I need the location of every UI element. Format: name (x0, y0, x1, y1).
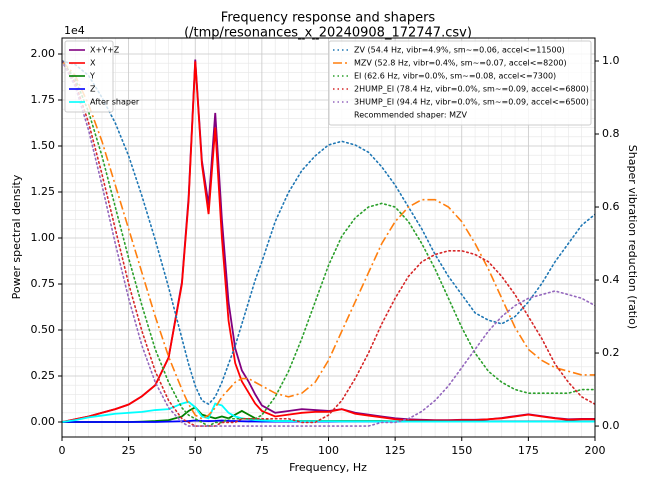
legend-box (328, 40, 592, 126)
legend-label: ZV (54.4 Hz, vibr=4.9%, sm~=0.06, accel<… (354, 46, 565, 55)
y-offset-label: 1e4 (64, 24, 85, 37)
plot-frame (61, 37, 596, 438)
x-tick-label: 25 (122, 444, 136, 457)
series-line (62, 60, 595, 427)
legend-label: 3HUMP_EI (94.4 Hz, vibr=0.0%, sm~=0.09, … (354, 98, 589, 107)
y2-tick-label: 0.8 (602, 127, 620, 140)
x-tick-label: 150 (451, 444, 472, 457)
y-tick-label: 1.25 (31, 185, 56, 198)
y2-tick-label: 0.0 (602, 419, 620, 432)
series-line (62, 60, 595, 427)
x-tick-label: 125 (385, 444, 406, 457)
x-tick-label: 75 (255, 444, 269, 457)
series-line (62, 60, 595, 427)
y2-tick-label: 0.2 (602, 346, 620, 359)
x-tick-label: 0 (59, 444, 66, 457)
series-line (62, 61, 595, 423)
series-line (62, 60, 595, 406)
chart-title: Frequency response and shapers (221, 11, 436, 26)
legend-label: After shaper (90, 98, 140, 107)
x-tick-label: 50 (188, 444, 202, 457)
chart-subtitle: (/tmp/resonances_x_20240908_172747.csv) (184, 26, 472, 41)
y-tick-label: 1.50 (31, 139, 56, 152)
series-line (62, 400, 595, 423)
y2-axis-label: Shaper vibration reduction (ratio) (626, 145, 639, 329)
series-line (62, 60, 595, 420)
legend-label: EI (62.6 Hz, vibr=0.0%, sm~=0.08, accel<… (354, 72, 556, 81)
legend-label: X (90, 59, 96, 68)
legend-label: Z (90, 85, 96, 94)
x-tick-label: 100 (318, 444, 339, 457)
legend: X+Y+Z XYZ After shaper ZV (54.4 Hz, vibr=4.… (64, 40, 592, 126)
legend-label: MZV (52.8 Hz, vibr=0.4%, sm~=0.07, accel… (354, 59, 567, 68)
legend-label: X+Y+Z (90, 46, 120, 55)
legend-label: Y (89, 72, 95, 81)
legend-note: Recommended shaper: MZV (354, 111, 468, 120)
x-tick-label: 200 (585, 444, 606, 457)
y-tick-label: 1.00 (31, 231, 56, 244)
y-tick-label: 1.75 (31, 93, 56, 106)
y-axis-label: Power spectral density (10, 174, 23, 299)
legend-box (64, 40, 114, 113)
y-tick-label: 0.50 (31, 323, 56, 336)
y2-tick-label: 0.4 (602, 273, 620, 286)
x-axis-label: Frequency, Hz (289, 461, 367, 474)
x-tick-label: 175 (518, 444, 539, 457)
y-tick-label: 0.25 (31, 369, 56, 382)
y-tick-label: 0.00 (31, 415, 56, 428)
y2-tick-label: 1.0 (602, 54, 620, 67)
legend-label: 2HUMP_EI (78.4 Hz, vibr=0.0%, sm~=0.09, … (354, 85, 589, 94)
y-tick-label: 2.00 (31, 47, 56, 60)
y2-tick-label: 0.6 (602, 200, 620, 213)
y-tick-label: 0.75 (31, 277, 56, 290)
